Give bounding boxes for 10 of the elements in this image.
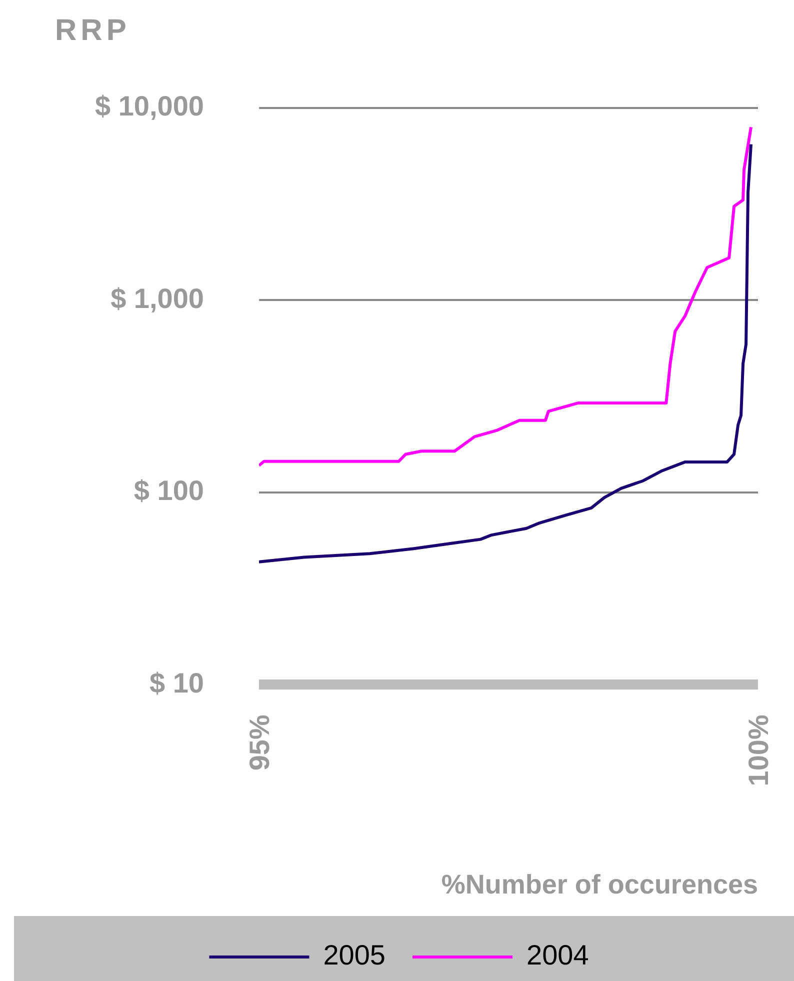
y-tick-label: $ 10 [149,667,204,698]
y-axis-title: RRP [55,14,130,48]
x-axis-title: %Number of occurences [441,869,758,900]
x-tick-label: 100% [743,714,774,786]
y-tick-label: $ 100 [134,475,204,506]
y-tick-label: $ 1,000 [110,282,204,314]
legend-label: 2004 [526,940,589,971]
x-tick-label: 95% [244,714,276,771]
legend-label: 2005 [323,940,386,971]
y-tick-label: $ 10,000 [94,90,204,122]
